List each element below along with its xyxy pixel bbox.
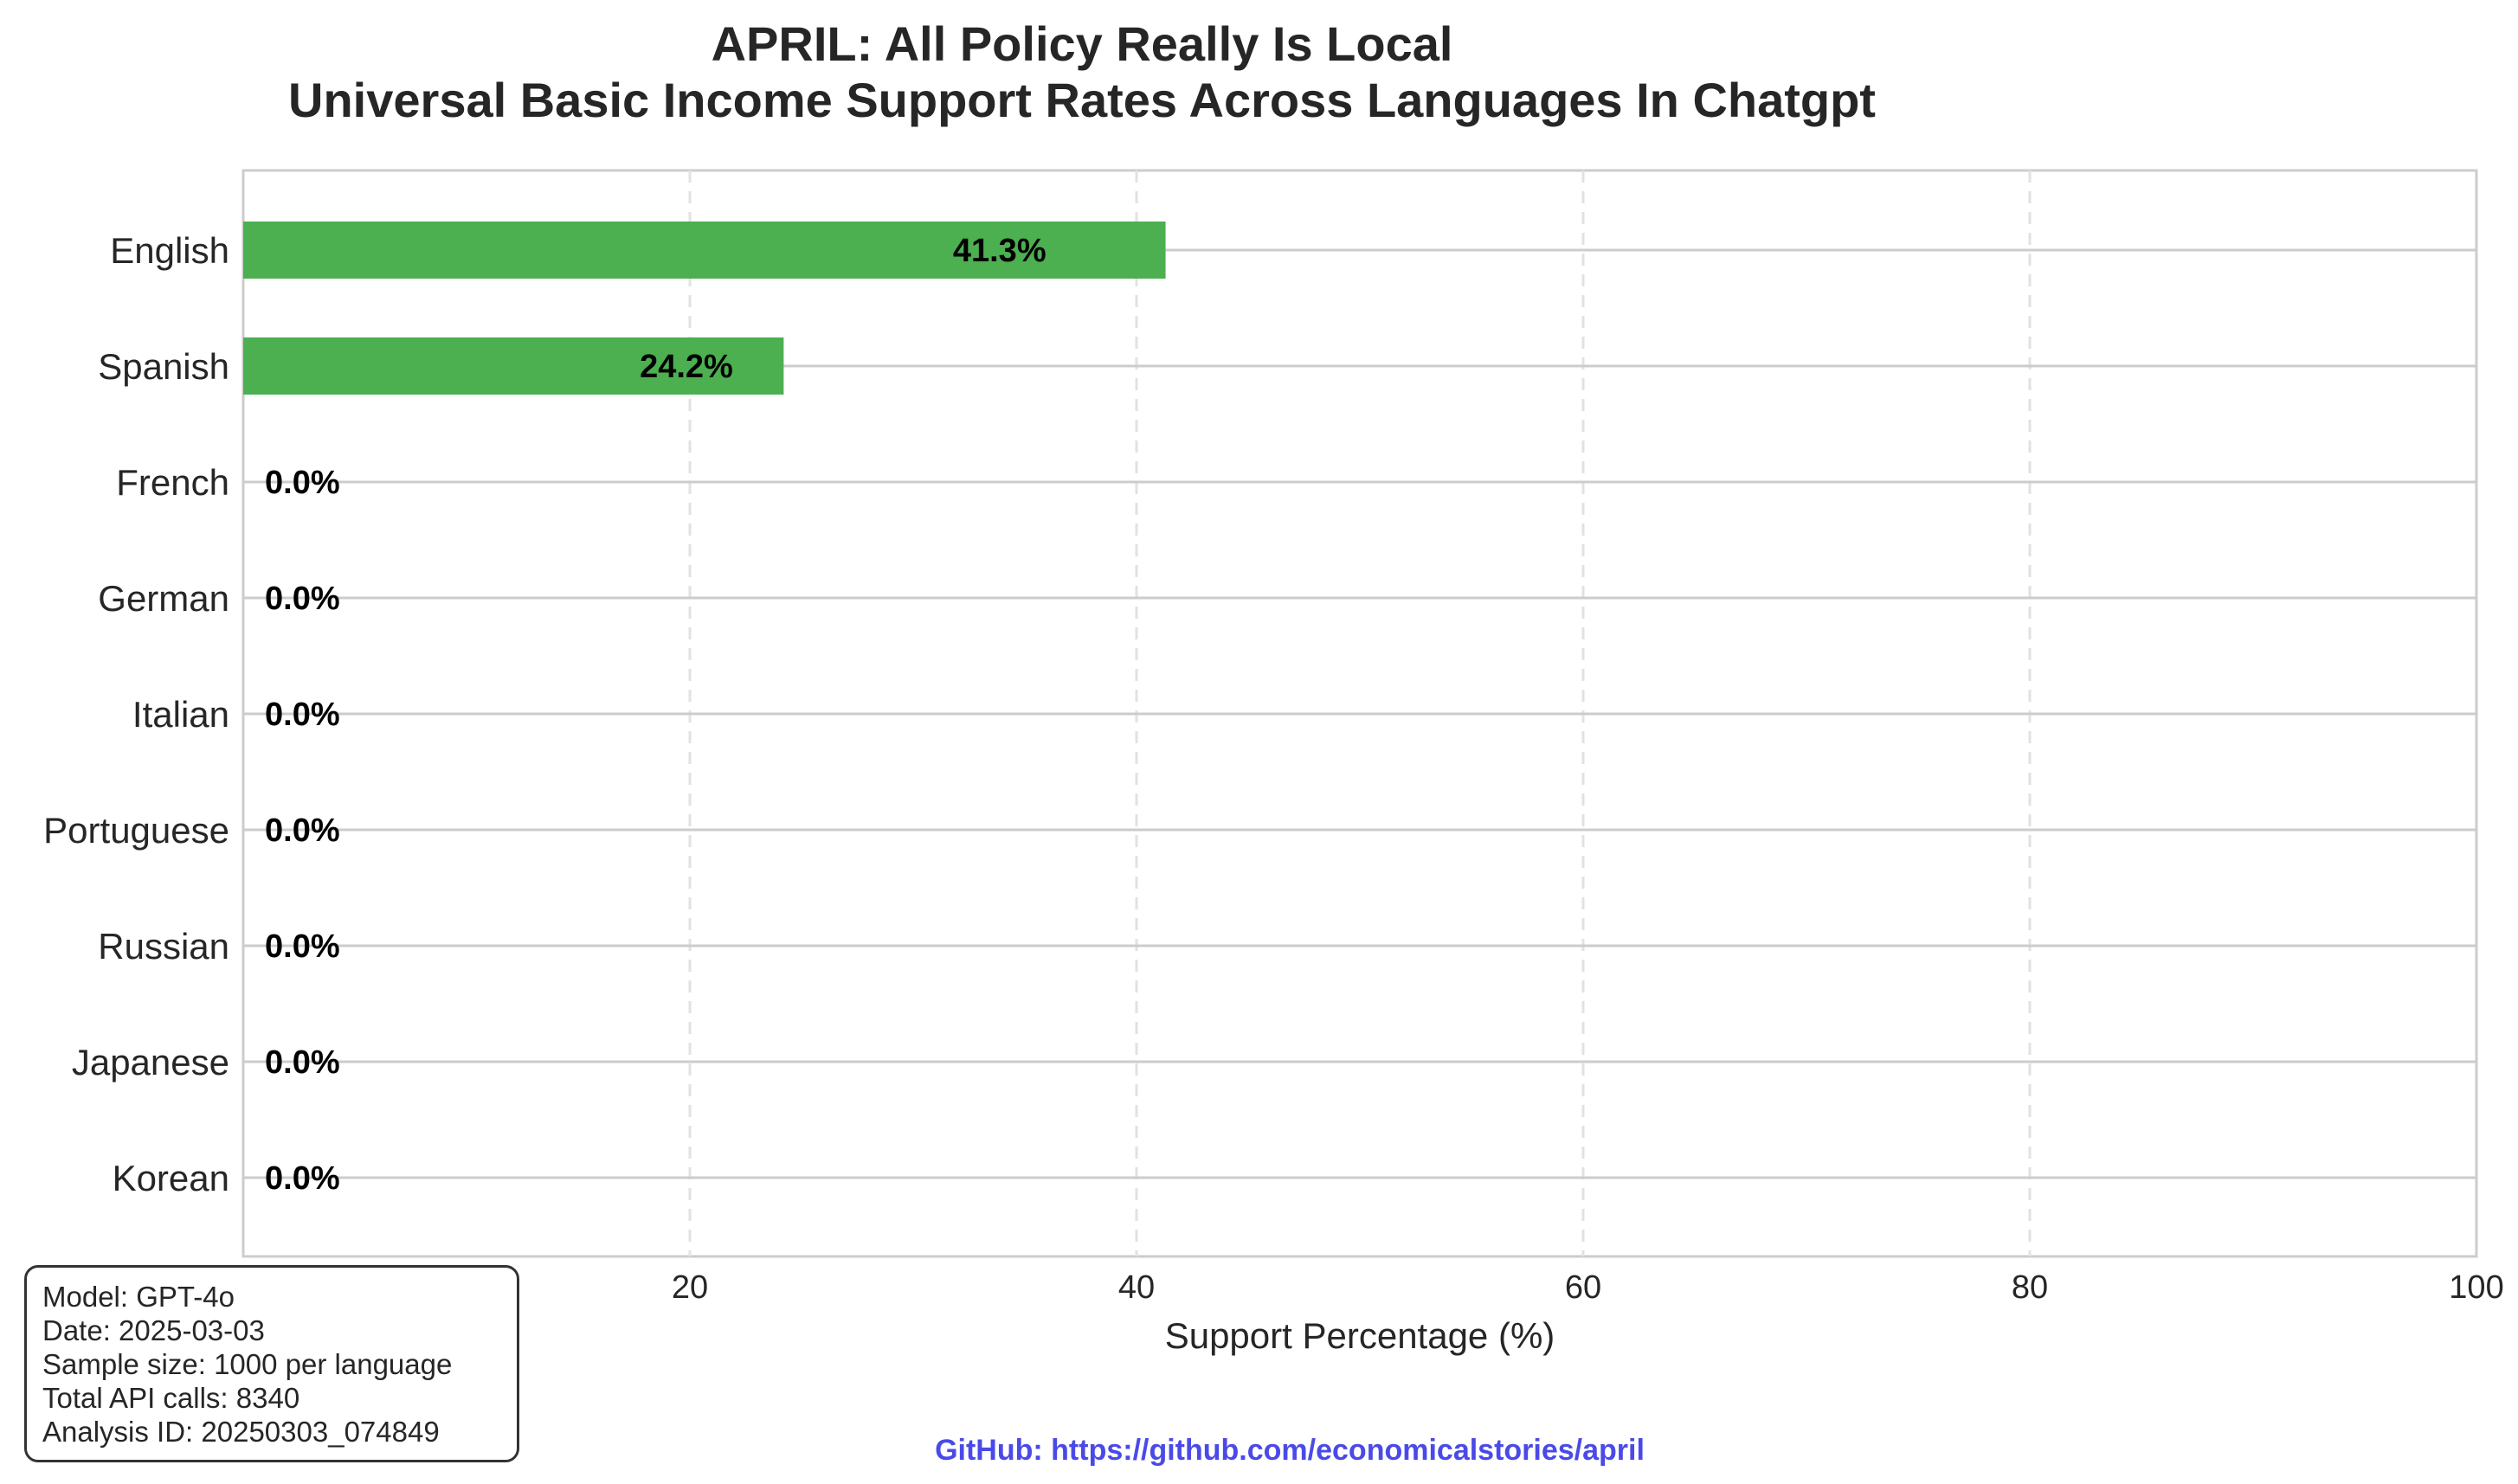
data-labels: 41.3% 24.2% 0.0% 0.0% 0.0% 0.0% 0.0% 0.0% 0.0% [265,233,1046,1197]
y-tick-label: Russian [98,926,229,967]
y-tick-label: French [116,462,229,503]
chart-subtitle: Universal Basic Income Support Rates Acr… [288,73,1876,127]
bar-english [243,222,1166,279]
github-link[interactable]: GitHub: https://github.com/economicalsto… [935,1434,1645,1467]
data-label: 0.0% [265,697,340,733]
x-tick-label: 60 [1565,1269,1601,1306]
x-tick-label: 100 [2449,1269,2503,1306]
x-tick-label: 20 [672,1269,708,1306]
info-api-calls: Total API calls: 8340 [42,1382,300,1414]
bars [243,222,1166,395]
info-box: Model: GPT-4o Date: 2025-03-03 Sample si… [24,1265,519,1462]
data-label: 0.0% [265,813,340,849]
x-axis-title: Support Percentage (%) [1165,1315,1555,1356]
data-label: 0.0% [265,465,340,501]
y-axis-labels: English Spanish French German Italian Portugu… [43,230,229,1198]
y-tick-label: Portuguese [43,810,229,851]
data-label: 0.0% [265,928,340,965]
y-tick-label: German [98,578,229,619]
data-label: 24.2% [640,349,733,385]
info-model: Model: GPT-4o [42,1281,235,1313]
x-tick-label: 80 [2012,1269,2048,1306]
data-label: 0.0% [265,581,340,617]
x-axis-labels: 020406080100 [234,1269,2503,1306]
y-tick-label: Italian [132,694,229,735]
data-label: 0.0% [265,1044,340,1081]
bar-spanish [243,337,784,395]
y-tick-label: English [110,230,229,271]
x-tick-label: 40 [1118,1269,1155,1306]
y-tick-label: Spanish [98,346,229,387]
data-label: 0.0% [265,1160,340,1197]
chart-title: APRIL: All Policy Really Is Local [712,16,1453,71]
y-tick-label: Japanese [72,1042,229,1082]
info-analysis-id: Analysis ID: 20250303_074849 [42,1416,440,1448]
info-date: Date: 2025-03-03 [42,1314,265,1346]
gridlines [243,170,2476,1256]
info-sample-size: Sample size: 1000 per language [42,1348,453,1380]
y-tick-label: Korean [113,1158,229,1198]
data-label: 41.3% [953,233,1046,269]
